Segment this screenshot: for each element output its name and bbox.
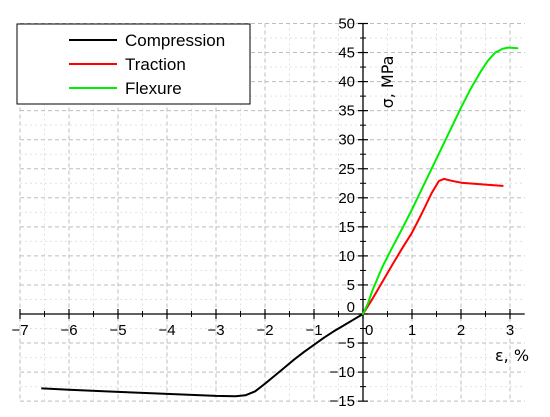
series-line-flexure — [362, 46, 519, 315]
x-tick-label: −2 — [256, 322, 273, 339]
y-tick-label: 0 — [347, 299, 355, 316]
x-tick-label: 2 — [457, 322, 465, 339]
y-tick-label: 10 — [338, 248, 355, 265]
y-tick-label: 50 — [338, 16, 355, 33]
x-tick-label: −4 — [158, 322, 175, 339]
x-tick-label: −1 — [305, 322, 322, 339]
y-tick-label: 30 — [338, 132, 355, 149]
series-line-compression — [41, 313, 364, 398]
y-tick-label: 15 — [338, 219, 355, 236]
x-tick-label: 3 — [506, 322, 514, 339]
y-tick-label: 5 — [347, 277, 355, 294]
y-tick-label: 20 — [338, 190, 355, 207]
legend-box — [16, 23, 251, 105]
y-tick-label: −5 — [338, 335, 355, 352]
x-tick-label: −7 — [11, 322, 28, 339]
y-tick-label: 40 — [338, 74, 355, 91]
y-tick-label: 35 — [338, 103, 355, 120]
x-tick-label: −6 — [60, 322, 77, 339]
series-line-traction — [362, 177, 504, 315]
y-tick-label: 25 — [338, 161, 355, 178]
x-tick-label: 0 — [365, 322, 373, 339]
legend: Compression Traction Flexure — [16, 23, 251, 105]
legend-label-flexure: Flexure — [125, 79, 182, 98]
legend-label-compression: Compression — [125, 31, 225, 50]
y-tick-label: −10 — [330, 364, 355, 381]
x-tick-label: −5 — [109, 322, 126, 339]
x-tick-label: 1 — [408, 322, 416, 339]
y-tick-label: 45 — [338, 45, 355, 62]
y-tick-label: −15 — [330, 393, 355, 410]
y-axis-label: σ, MPa — [378, 56, 397, 109]
legend-label-traction: Traction — [125, 55, 186, 74]
series-lines — [41, 46, 519, 398]
x-tick-label: −3 — [207, 322, 224, 339]
axes — [19, 22, 525, 402]
x-axis-label: ε, % — [495, 346, 529, 365]
tick-labels: −7 −6 −5 −4 −3 −2 −1 1 2 30−15−10−551015202530354… — [11, 16, 514, 411]
